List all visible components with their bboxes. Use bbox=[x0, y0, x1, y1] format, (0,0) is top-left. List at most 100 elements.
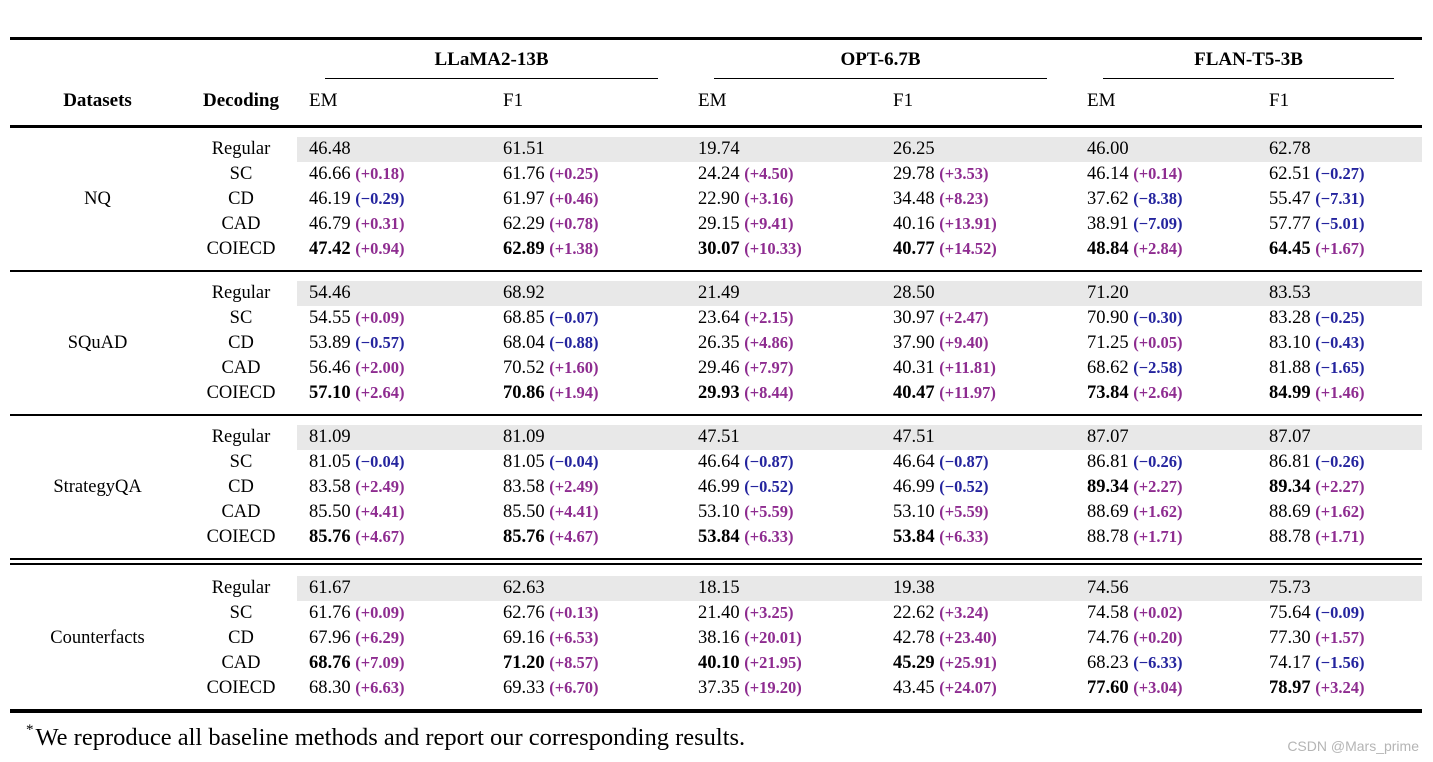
metric-cell: 42.78 (+23.40) bbox=[881, 626, 1075, 651]
delta-value: (+0.78) bbox=[549, 214, 599, 233]
decoding-method: COIECD bbox=[206, 527, 276, 547]
metric-cell: 47.42 (+0.94) bbox=[297, 237, 491, 262]
metric-cell: 46.64 (−0.87) bbox=[881, 450, 1075, 475]
metric-cell: 70.90 (−0.30) bbox=[1075, 306, 1257, 331]
metric-cell: 61.76 (+0.09) bbox=[297, 601, 491, 626]
delta-value: (+1.94) bbox=[549, 383, 599, 402]
metric-value: 57.10 bbox=[309, 383, 351, 403]
metric-cell: 69.33 (+6.70) bbox=[491, 676, 686, 701]
decoding-method: Regular bbox=[211, 578, 271, 598]
metric-cell: 23.64 (+2.15) bbox=[686, 306, 881, 331]
dataset-label: SQuAD bbox=[67, 333, 128, 353]
metric-cell: 46.66 (+0.18) bbox=[297, 162, 491, 187]
metric-cell: 75.64 (−0.09) bbox=[1257, 601, 1422, 626]
metric-cell: 37.90 (+9.40) bbox=[881, 331, 1075, 356]
metric-cell: 46.64 (−0.87) bbox=[686, 450, 881, 475]
decoding-method: Regular bbox=[211, 139, 271, 159]
metric-value: 54.55 bbox=[309, 308, 351, 328]
metric-value: 56.46 bbox=[309, 358, 351, 378]
metric-cell: 61.97 (+0.46) bbox=[491, 187, 686, 212]
delta-value: (+4.67) bbox=[549, 527, 599, 546]
delta-value: (−0.27) bbox=[1315, 164, 1365, 183]
table-row: COIECD 57.10 (+2.64) 70.86 (+1.94) 29.93 (+… bbox=[10, 381, 1422, 406]
decoding-method: Regular bbox=[211, 283, 271, 303]
footnote-marker: * bbox=[26, 722, 34, 738]
metric-value: 68.62 bbox=[1087, 358, 1129, 378]
section-spacer bbox=[10, 270, 1423, 281]
metric-value: 40.10 bbox=[698, 653, 740, 673]
delta-value: (−0.26) bbox=[1133, 452, 1183, 471]
section-spacer bbox=[10, 701, 1422, 711]
decoding-method: COIECD bbox=[206, 383, 276, 403]
metric-value: 84.99 bbox=[1269, 383, 1311, 403]
delta-value: (+6.33) bbox=[744, 527, 794, 546]
delta-value: (+2.64) bbox=[355, 383, 405, 402]
delta-value: (+0.20) bbox=[1133, 628, 1183, 647]
metric-cell: 19.38 bbox=[881, 576, 1076, 601]
delta-value: (+0.31) bbox=[355, 214, 405, 233]
table-row: SQuAD Regular 54.46 68.92 21.49 28.50 71.20 83.… bbox=[10, 281, 1423, 353]
metric-value: 62.29 bbox=[503, 214, 545, 234]
metric-value: 19.74 bbox=[698, 139, 740, 159]
metric-value: 26.35 bbox=[698, 333, 740, 353]
delta-value: (+2.49) bbox=[355, 477, 405, 496]
metric-value: 86.81 bbox=[1269, 452, 1311, 472]
metric-header-f1: F1 bbox=[491, 79, 686, 128]
metric-cell: 53.84 (+6.33) bbox=[881, 525, 1075, 550]
metric-cell: 54.46 bbox=[297, 281, 491, 306]
metric-cell: 85.50 (+4.41) bbox=[297, 500, 491, 525]
metric-cell: 71.25 (+0.05) bbox=[1075, 331, 1257, 356]
metric-cell: 74.17 (−1.56) bbox=[1257, 651, 1422, 676]
delta-value: (−0.07) bbox=[549, 308, 599, 327]
delta-value: (−0.26) bbox=[1315, 452, 1365, 471]
metric-value: 68.92 bbox=[503, 283, 545, 303]
metric-cell: 34.48 (+8.23) bbox=[881, 187, 1075, 212]
delta-value: (−0.30) bbox=[1133, 308, 1183, 327]
delta-value: (−7.31) bbox=[1315, 189, 1365, 208]
metric-value: 22.62 bbox=[893, 603, 935, 623]
delta-value: (+1.57) bbox=[1315, 628, 1365, 647]
metric-value: 29.93 bbox=[698, 383, 740, 403]
metric-value: 85.76 bbox=[503, 527, 545, 547]
decoding-method: Regular bbox=[211, 427, 271, 447]
delta-value: (−0.25) bbox=[1315, 308, 1365, 327]
metric-value: 87.07 bbox=[1087, 427, 1129, 447]
metric-cell: 40.77 (+14.52) bbox=[881, 237, 1075, 262]
dataset-label: StrategyQA bbox=[53, 477, 142, 497]
delta-value: (−5.01) bbox=[1315, 214, 1365, 233]
metric-value: 73.84 bbox=[1087, 383, 1129, 403]
delta-value: (+6.33) bbox=[939, 527, 989, 546]
metric-cell: 81.09 bbox=[297, 425, 491, 450]
metric-header-f1: F1 bbox=[881, 79, 1076, 128]
delta-value: (+3.04) bbox=[1133, 678, 1183, 697]
metric-value: 30.07 bbox=[698, 239, 740, 259]
metric-cell: 47.51 bbox=[686, 425, 881, 450]
metric-value: 40.31 bbox=[893, 358, 935, 378]
metric-cell: 88.78 (+1.71) bbox=[1257, 525, 1422, 550]
decoding-method: CAD bbox=[221, 653, 261, 673]
metric-cell: 83.53 bbox=[1257, 281, 1423, 306]
metric-cell: 69.16 (+6.53) bbox=[491, 626, 686, 651]
metric-value: 83.53 bbox=[1269, 283, 1311, 303]
delta-value: (−1.65) bbox=[1315, 358, 1365, 377]
table-row: SC 46.66 (+0.18) 61.76 (+0.25) 24.24 (+4.50… bbox=[10, 162, 1422, 187]
metric-value: 53.10 bbox=[893, 502, 935, 522]
metric-value: 24.24 bbox=[698, 164, 740, 184]
model-group-header: OPT-6.7B bbox=[686, 39, 1075, 79]
delta-value: (+5.59) bbox=[744, 502, 794, 521]
metric-cell: 74.58 (+0.02) bbox=[1075, 601, 1257, 626]
metric-header-em: EM bbox=[1075, 79, 1258, 128]
metric-value: 74.17 bbox=[1269, 653, 1311, 673]
metric-cell: 48.84 (+2.84) bbox=[1075, 237, 1257, 262]
metric-cell: 19.74 bbox=[686, 137, 881, 162]
metric-cell: 62.51 (−0.27) bbox=[1257, 162, 1422, 187]
table-row: COIECD 68.30 (+6.63) 69.33 (+6.70) 37.35 (+… bbox=[10, 676, 1422, 701]
metric-value: 78.97 bbox=[1269, 678, 1311, 698]
metric-value: 19.38 bbox=[893, 578, 935, 598]
metric-cell: 40.31 (+11.81) bbox=[881, 356, 1075, 381]
delta-value: (−7.09) bbox=[1133, 214, 1183, 233]
delta-value: (−0.04) bbox=[549, 452, 599, 471]
delta-value: (+2.49) bbox=[549, 477, 599, 496]
delta-value: (+2.84) bbox=[1133, 239, 1183, 258]
metric-value: 69.16 bbox=[503, 628, 545, 648]
